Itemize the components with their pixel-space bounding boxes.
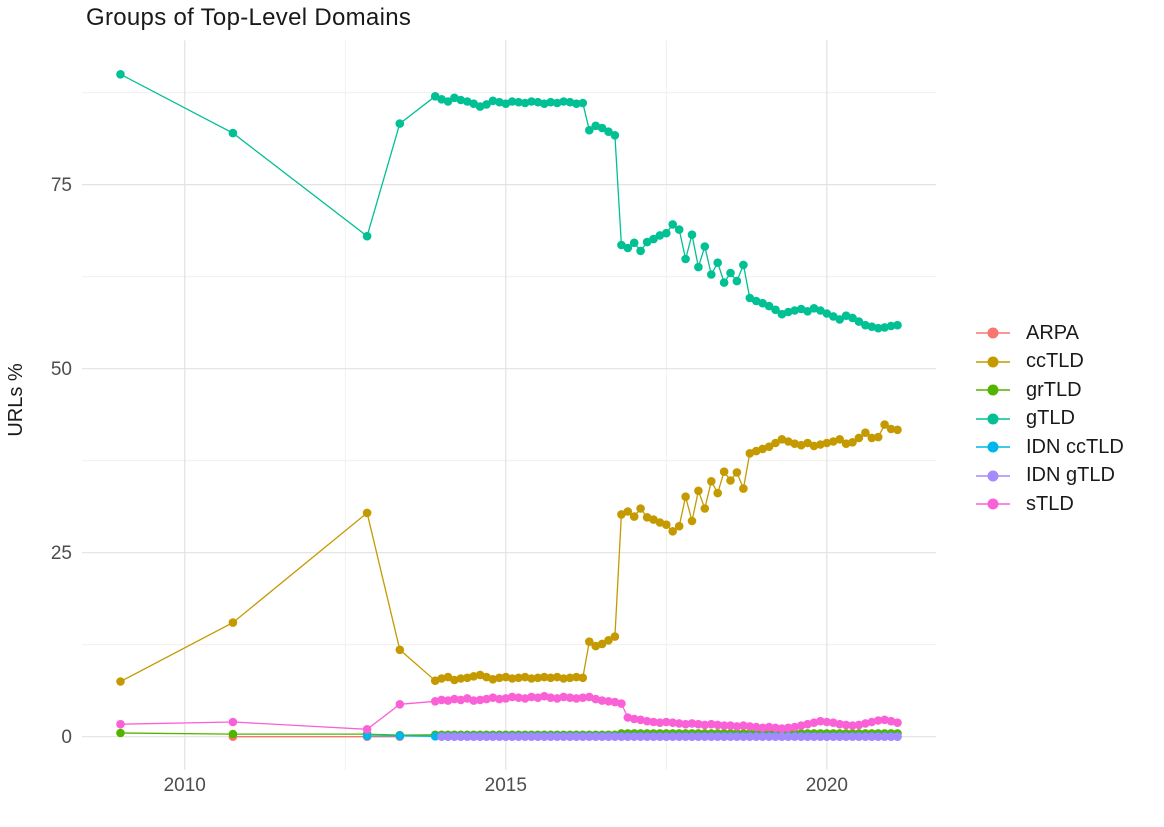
legend-key-icon	[976, 441, 1010, 453]
legend-key-icon	[976, 498, 1010, 510]
legend: ARPA ccTLD grTLD gTLD IDN ccTLD IDN gTLD sTLD	[976, 319, 1124, 519]
legend-label: ccTLD	[1026, 350, 1084, 373]
legend-key-icon	[976, 327, 1010, 339]
svg-text:2020: 2020	[806, 775, 848, 796]
svg-text:2015: 2015	[485, 775, 527, 796]
legend-label: gTLD	[1026, 407, 1075, 430]
legend-label: sTLD	[1026, 492, 1074, 515]
legend-key-icon	[976, 356, 1010, 368]
svg-text:75: 75	[51, 175, 72, 196]
legend-label: IDN ccTLD	[1026, 435, 1124, 458]
chart-title: Groups of Top-Level Domains	[86, 4, 412, 31]
legend-item: IDN gTLD	[976, 462, 1124, 491]
legend-item: ccTLD	[976, 348, 1124, 377]
legend-label: IDN gTLD	[1026, 464, 1115, 487]
svg-text:2010: 2010	[164, 775, 206, 796]
axis-tick-labels: 0 25 50 75 2010 2015 2020	[51, 175, 848, 796]
legend-label: grTLD	[1026, 378, 1082, 401]
legend-key-icon	[976, 470, 1010, 482]
legend-item: ARPA	[976, 319, 1124, 348]
series-lines	[120, 73, 898, 738]
legend-item: grTLD	[976, 376, 1124, 405]
y-axis-title: URLs %	[5, 363, 27, 437]
legend-label: ARPA	[1026, 321, 1079, 344]
svg-text:0: 0	[61, 727, 72, 748]
legend-key-icon	[976, 413, 1010, 425]
legend-key-icon	[976, 384, 1010, 396]
svg-text:50: 50	[51, 359, 72, 380]
legend-item: IDN ccTLD	[976, 433, 1124, 462]
series-points	[116, 70, 902, 741]
gridlines	[82, 40, 936, 770]
legend-item: sTLD	[976, 490, 1124, 519]
legend-item: gTLD	[976, 405, 1124, 434]
svg-text:25: 25	[51, 543, 72, 564]
